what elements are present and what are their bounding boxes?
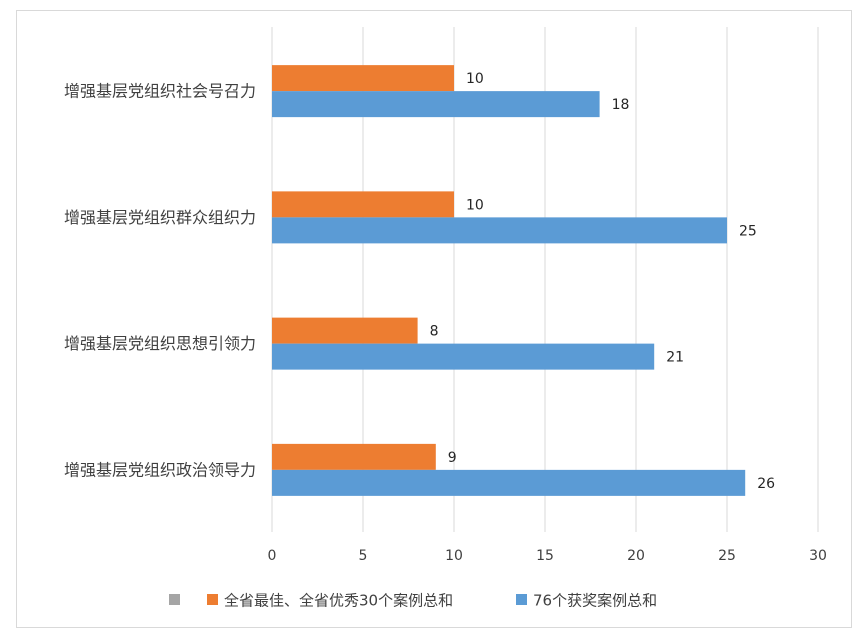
data-label: 21	[666, 350, 684, 366]
category-label: 增强基层党组织政治领导力	[64, 460, 256, 479]
data-label: 9	[448, 450, 457, 466]
category-label: 增强基层党组织思想引领力	[64, 334, 256, 353]
data-label: 25	[739, 223, 757, 239]
legend-label-series2: 76个获奖案例总和	[533, 592, 657, 610]
bar-chart: 增强基层党组织社会号召力增强基层党组织群众组织力增强基层党组织思想引领力增强基层…	[64, 27, 827, 610]
bar-series2	[272, 469, 746, 496]
category-label: 增强基层党组织群众组织力	[64, 208, 256, 227]
bar-series2	[272, 217, 727, 244]
legend-label-series1: 全省最佳、全省优秀30个案例总和	[224, 592, 453, 610]
category-label: 增强基层党组织社会号召力	[64, 82, 256, 101]
data-label: 26	[757, 476, 775, 492]
bar-series1	[272, 191, 454, 218]
x-tick-label: 25	[718, 548, 736, 564]
data-label: 8	[430, 324, 439, 340]
x-tick-label: 15	[536, 548, 554, 564]
legend-marker-empty	[169, 594, 180, 605]
legend-marker-series1	[207, 594, 218, 605]
data-label: 18	[612, 97, 630, 113]
x-tick-label: 30	[809, 548, 827, 564]
bar-series1	[272, 65, 454, 92]
category-labels: 增强基层党组织社会号召力增强基层党组织群众组织力增强基层党组织思想引领力增强基层…	[64, 82, 256, 480]
bar-series2	[272, 91, 600, 118]
x-tick-label: 20	[627, 548, 645, 564]
data-label: 10	[466, 71, 484, 87]
legend-marker-series2	[516, 594, 527, 605]
bars	[272, 65, 746, 496]
legend: 全省最佳、全省优秀30个案例总和 76个获奖案例总和	[169, 592, 657, 610]
bar-series1	[272, 317, 418, 344]
chart-frame: 增强基层党组织社会号召力 增强基层党组织群众组织力 增强基层党组织思想引领力 增强基层…	[16, 10, 852, 628]
x-tick-label: 5	[359, 548, 368, 564]
bar-series1	[272, 443, 436, 470]
bar-series2	[272, 343, 655, 370]
x-tick-label: 10	[445, 548, 463, 564]
data-labels: 10 18 10 25 8 21 9 26	[430, 71, 776, 492]
tick-labels: 0 5 10 15 20 25 30	[268, 548, 827, 564]
data-label: 10	[466, 197, 484, 213]
x-tick-label: 0	[268, 548, 277, 564]
